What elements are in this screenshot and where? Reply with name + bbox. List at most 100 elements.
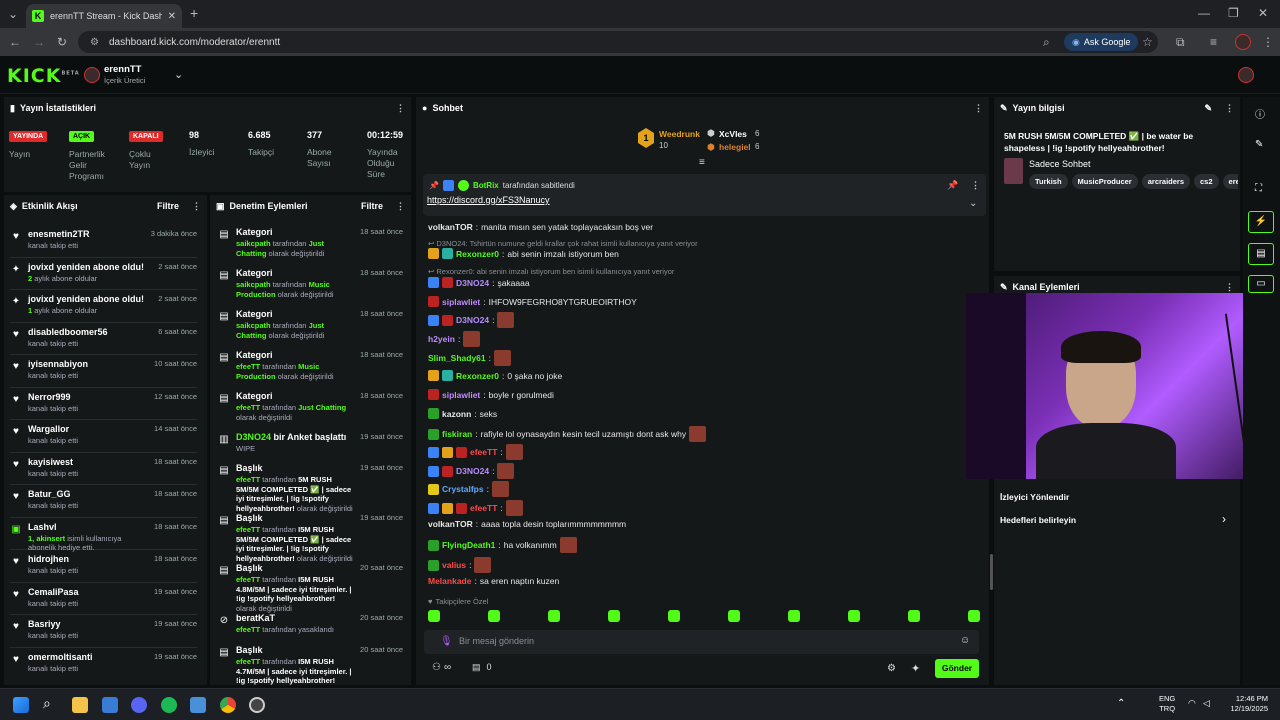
info-icon[interactable]: ⓘ — [1255, 110, 1265, 121]
channel-actions-menu-icon[interactable]: ⋮ — [1225, 281, 1234, 292]
reload-icon[interactable]: ↻ — [57, 35, 68, 49]
close-tab-icon[interactable]: ✕ — [167, 10, 176, 22]
close-window-icon[interactable]: ✕ — [1258, 6, 1269, 20]
activity-item[interactable]: ✦ jovixd yeniden abone oldu! 1 aylık abone… — [4, 290, 203, 320]
edit-icon[interactable]: ✎ — [1255, 139, 1264, 150]
mod-action-item[interactable]: ▤ Kategori saikcpath tarafından Just Chatt… — [212, 309, 409, 350]
emote-shortcut-icon[interactable] — [668, 610, 680, 622]
search-icon[interactable]: ⌕ — [43, 695, 51, 711]
activity-item[interactable]: ♥ enesmetin2TR kanalı takip etti 3 dakika ö… — [4, 225, 203, 255]
chat-settings-gear-icon[interactable]: ⚙ — [887, 663, 896, 674]
mod-action-item[interactable]: ▤ Kategori saikcpath tarafından Music Prod… — [212, 268, 409, 309]
reading-list-icon[interactable]: ≡ — [1210, 35, 1218, 49]
modlog-menu-icon[interactable]: ⋮ — [396, 200, 405, 211]
tag-chip[interactable]: MusicProducer — [1071, 174, 1138, 189]
mod-action-item[interactable]: ▤ Kategori efeeTT tarafından Just Chatting… — [212, 391, 409, 432]
chat-message[interactable]: Rexonzer0: abi senin imzalı istiyorum ben — [428, 248, 619, 259]
pinned-by-user[interactable]: BotRix — [472, 181, 499, 190]
ask-google-button[interactable]: ◉ Ask Google — [1064, 33, 1139, 51]
chat-username[interactable]: Crystalfps — [442, 484, 484, 494]
chat-username[interactable]: Melankade — [428, 576, 472, 586]
chat-message[interactable]: D3NO24: — [428, 312, 515, 328]
chat-username[interactable]: volkanTOR — [428, 222, 473, 232]
chat-message[interactable]: fiskiran: rafiyle lol oynasaydın kesin te… — [428, 426, 707, 442]
mod-action-item[interactable]: ▤ Başlık efeeTT tarafından I5M RUSH 4.8M/5… — [212, 563, 409, 613]
chat-message[interactable]: kazonn: seks — [428, 408, 497, 419]
top-gifter-name[interactable]: Weedrunk — [659, 129, 700, 139]
stats-menu-icon[interactable]: ⋮ — [396, 102, 405, 113]
chat-menu-icon[interactable]: ⋮ — [974, 102, 983, 113]
pinned-link[interactable]: https://discord.gg/xFS3Nanucy — [427, 195, 550, 205]
chat-message[interactable]: valius: — [428, 557, 492, 573]
address-field[interactable]: ⚙ dashboard.kick.com/moderator/erenntt — [78, 31, 1158, 53]
activity-item[interactable]: ♥ Nerror999 kanalı takip etti 12 saat önce — [4, 388, 203, 418]
gift-count[interactable]: ▤ 0 — [472, 662, 492, 673]
emote-shortcut-icon[interactable] — [428, 610, 440, 622]
mod-action-item[interactable]: ▤ Kategori efeeTT tarafından Music Product… — [212, 350, 409, 391]
viewer-list-icon[interactable]: ⚇ ∞ — [432, 662, 451, 673]
wifi-icon[interactable]: ◠ — [1188, 698, 1196, 708]
gifter-name[interactable]: helegiel — [719, 142, 751, 152]
extensions-icon[interactable]: ⧉ — [1176, 35, 1185, 49]
emote-shortcut-icon[interactable] — [908, 610, 920, 622]
chat-username[interactable]: Rexonzer0 — [456, 370, 499, 381]
tab-search-icon[interactable]: ⌄ — [8, 7, 19, 21]
modlog-filter-button[interactable]: Filtre — [360, 201, 383, 211]
info-menu-icon[interactable]: ⋮ — [1225, 102, 1234, 113]
user-avatar[interactable] — [1238, 67, 1254, 83]
mod-action-item[interactable]: ▤ Başlık efeeTT tarafından 5M RUSH 5M/5M C… — [212, 463, 409, 513]
emote-shortcut-icon[interactable] — [488, 610, 500, 622]
spotify-icon[interactable] — [161, 697, 177, 713]
activity-item[interactable]: ▣ Lashvl 1, akinsert isimli kullanıcıya ab… — [4, 518, 203, 552]
chat-username[interactable]: efeeTT — [470, 447, 498, 457]
volume-icon[interactable]: ◁ — [1203, 698, 1210, 708]
chevron-right-icon[interactable]: › — [1222, 512, 1226, 526]
new-tab-icon[interactable]: + — [190, 5, 199, 21]
chat-message[interactable]: FlyingDeath1: ha volkanımm — [428, 537, 577, 553]
chat-username[interactable]: Rexonzer0 — [456, 248, 499, 259]
chat-message[interactable]: Melankade: sa eren naptın kuzen — [428, 576, 559, 586]
chat-message[interactable]: siplawliet: boyle r gorulmedi — [428, 389, 554, 400]
chat-input-field[interactable]: 🎙 Bir mesaj gönderin ☺ — [424, 630, 979, 654]
chrome-icon[interactable] — [220, 697, 236, 713]
browser-tab[interactable]: K erennTT Stream - Kick Dashboa ✕ — [26, 4, 182, 28]
activity-filter-button[interactable]: Filtre — [156, 201, 179, 211]
obs-icon[interactable] — [249, 697, 265, 713]
mod-action-item[interactable]: ⊘ beratKaT efeeTT tarafından yasaklandı 20 … — [212, 613, 409, 645]
emote-shortcut-icon[interactable] — [728, 610, 740, 622]
emote-shortcut-icon[interactable] — [788, 610, 800, 622]
raid-action[interactable]: İzleyici Yönlendir — [1000, 492, 1070, 502]
chat-username[interactable]: h2yein — [428, 334, 455, 344]
mod-action-item[interactable]: ▤ Kategori saikcpath tarafından Just Chatt… — [212, 227, 409, 268]
chat-message[interactable]: volkanTOR: aaaa topla desin toplarımmmmmm… — [428, 519, 626, 529]
chat-username[interactable]: volkanTOR — [428, 519, 473, 529]
back-icon[interactable]: ← — [9, 35, 21, 49]
activity-menu-icon[interactable]: ⋮ — [192, 200, 201, 211]
chat-username[interactable]: kazonn — [442, 408, 472, 419]
emoji-picker-icon[interactable]: ☺ — [960, 635, 971, 646]
fullscreen-icon[interactable]: ⛶ — [1255, 183, 1262, 194]
chat-scrollbar[interactable] — [990, 554, 993, 590]
forward-icon[interactable]: → — [33, 35, 45, 49]
kick-logo[interactable]: KICKBETA — [7, 65, 80, 87]
emote-shortcut-icon[interactable] — [608, 610, 620, 622]
site-info-icon[interactable]: ⚙ — [90, 36, 99, 48]
chat-username[interactable]: FlyingDeath1 — [442, 540, 496, 550]
chat-username[interactable]: siplawliet — [442, 296, 481, 307]
activity-item[interactable]: ♥ kayisiwest kanalı takip etti 18 saat önce — [4, 453, 203, 483]
activity-item[interactable]: ♥ Batur_GG kanalı takip etti 18 saat önce — [4, 485, 203, 515]
mod-action-item[interactable]: ▥ D3NO24 bir Anket başlattı WIPE 19 saat ön… — [212, 432, 409, 463]
zoom-icon[interactable]: ⌕ — [1043, 35, 1050, 49]
pinned-menu-icon[interactable]: ⋮ — [971, 180, 980, 190]
chat-message[interactable]: D3NO24: şakaaaa — [428, 277, 530, 288]
tray-chevron-icon[interactable]: ⌃ — [1117, 698, 1126, 709]
activity-item[interactable]: ♥ Basriyy kanalı takip etti 19 saat önce — [4, 615, 203, 645]
language-indicator[interactable]: ENG TRQ — [1159, 694, 1175, 714]
activity-item[interactable]: ♥ disabledboomer56 kanalı takip etti 6 saat… — [4, 323, 203, 353]
mod-action-item[interactable]: ▤ Başlık efeeTT tarafından I5M RUSH 5M/5M … — [212, 513, 409, 563]
chat-message[interactable]: Slim_Shady61: — [428, 350, 512, 366]
tag-chip[interactable]: cs2 — [1194, 174, 1219, 189]
category-name[interactable]: Sadece Sohbet — [1029, 159, 1091, 169]
clock[interactable]: 12:46 PM 12/19/2025 — [1222, 694, 1268, 714]
tag-chip[interactable]: eren — [1222, 174, 1238, 189]
